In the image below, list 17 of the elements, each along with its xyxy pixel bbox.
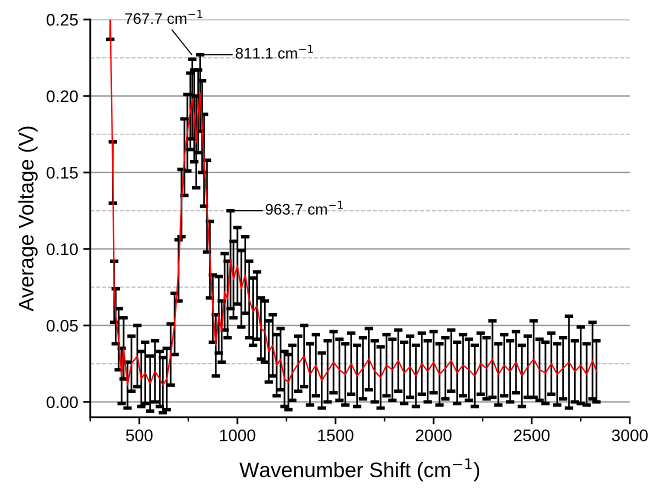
- y-tick-label: 0.10: [46, 243, 78, 256]
- x-tick-label: 500: [126, 429, 153, 442]
- x-tick-label: 1500: [318, 429, 354, 442]
- y-tick-label: 0.15: [46, 166, 78, 179]
- x-tick-label: 2500: [514, 429, 550, 442]
- annotation: 767.7 cm$^{−1}$: [125, 10, 202, 24]
- x-axis-title: Wavenumber Shift (cm$^{−1}$): [239, 458, 480, 482]
- y-axis-title: Average Voltage (V): [18, 126, 38, 312]
- x-tick-label: 2000: [416, 429, 452, 442]
- annotation: 811.1 cm$^{−1}$: [236, 44, 313, 59]
- y-tick-label: 0.20: [46, 90, 78, 102]
- x-tick-label: 3000: [612, 429, 648, 442]
- y-tick-label: 0.25: [46, 14, 78, 26]
- y-tick-label: 0.05: [46, 320, 78, 332]
- annotation: 963.7 cm$^{−1}$: [266, 200, 343, 215]
- y-tick-label: 0.00: [46, 396, 78, 408]
- x-tick-label: 1000: [220, 429, 256, 442]
